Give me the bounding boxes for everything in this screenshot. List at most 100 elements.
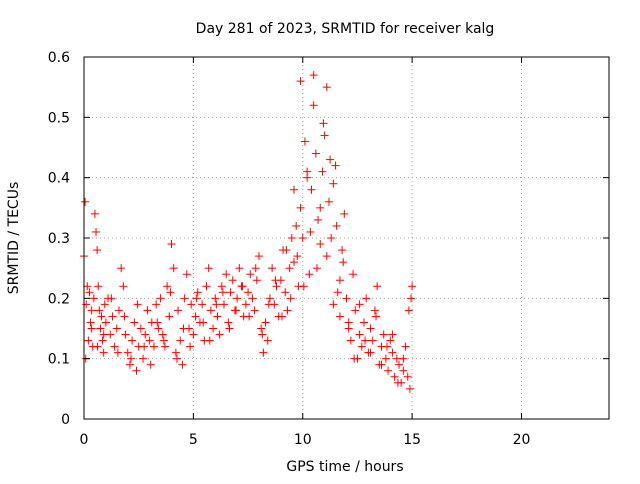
data-point: [87, 324, 96, 333]
data-point: [404, 306, 413, 315]
data-point: [165, 312, 174, 321]
data-point: [143, 306, 152, 315]
data-point: [85, 288, 94, 297]
data-point: [191, 312, 200, 321]
data-point: [204, 264, 213, 273]
data-point: [298, 234, 307, 242]
data-point: [226, 288, 235, 297]
data-point: [217, 282, 226, 291]
data-point: [245, 312, 254, 321]
data-point: [259, 348, 268, 357]
data-point: [366, 348, 375, 357]
data-point: [172, 354, 181, 363]
data-point: [362, 294, 371, 303]
data-point: [290, 258, 298, 267]
data-point: [386, 336, 395, 345]
data-point: [377, 360, 386, 369]
data-point: [333, 288, 342, 297]
data-point: [299, 282, 308, 291]
data-point: [316, 240, 325, 249]
data-point: [213, 312, 222, 321]
data-point: [98, 336, 107, 345]
data-point: [393, 378, 402, 387]
data-point: [241, 300, 250, 309]
data-point: [125, 360, 134, 369]
data-point: [202, 282, 211, 291]
data-point: [108, 312, 117, 321]
data-point: [366, 324, 375, 333]
data-point: [281, 288, 290, 297]
data-point: [246, 270, 255, 279]
data-point: [113, 348, 122, 357]
data-point: [252, 276, 261, 285]
data-point: [327, 234, 336, 242]
data-point: [89, 294, 98, 303]
data-point: [205, 336, 214, 345]
data-point: [238, 282, 247, 291]
data-point: [228, 276, 237, 285]
data-point: [117, 264, 126, 273]
data-point: [81, 197, 90, 206]
data-point: [120, 312, 129, 321]
data-point: [176, 336, 185, 345]
data-point: [401, 342, 410, 351]
data-point: [84, 336, 93, 345]
data-point: [166, 288, 175, 297]
data-point: [361, 336, 370, 345]
data-point: [407, 294, 416, 303]
data-point: [115, 306, 123, 315]
data-point: [379, 330, 388, 339]
data-point: [220, 300, 228, 309]
data-point: [277, 312, 286, 321]
data-point: [264, 300, 273, 309]
data-point: [290, 185, 298, 194]
x-tick-label: 10: [294, 432, 312, 448]
data-point: [282, 246, 291, 255]
data-point: [93, 246, 102, 255]
data-point: [158, 330, 167, 339]
data-point: [355, 300, 364, 309]
data-point: [250, 306, 259, 315]
data-point: [248, 294, 257, 303]
data-point: [283, 306, 292, 315]
data-point: [218, 288, 227, 297]
data-point: [244, 288, 253, 297]
data-point: [399, 366, 408, 375]
data-point: [305, 270, 314, 279]
data-point: [192, 294, 201, 303]
data-point: [141, 330, 150, 339]
data-point: [92, 227, 101, 236]
data-point: [209, 324, 218, 333]
data-point: [186, 342, 195, 351]
data-point: [199, 318, 208, 327]
data-point: [326, 155, 335, 164]
data-point: [167, 240, 176, 249]
data-point: [388, 330, 397, 339]
data-point: [235, 264, 244, 273]
data-point: [225, 324, 234, 333]
data-point: [390, 372, 399, 381]
data-point: [271, 276, 280, 285]
data-point: [119, 282, 128, 291]
data-point: [163, 282, 172, 291]
data-point: [408, 282, 417, 291]
data-point: [399, 354, 408, 363]
y-tick-label: 0.2: [48, 291, 70, 307]
data-point: [320, 131, 329, 140]
data-point: [127, 354, 136, 363]
data-point: [360, 318, 368, 327]
plot-frame: [83, 56, 610, 420]
data-point: [331, 161, 340, 170]
data-point: [146, 360, 155, 369]
data-point: [99, 348, 108, 357]
data-point: [100, 300, 109, 309]
data-point: [123, 348, 132, 357]
data-point: [171, 348, 180, 357]
data-point: [178, 360, 187, 369]
data-point: [87, 306, 96, 315]
data-point: [263, 336, 272, 345]
data-point: [296, 203, 305, 212]
data-point: [169, 264, 178, 273]
